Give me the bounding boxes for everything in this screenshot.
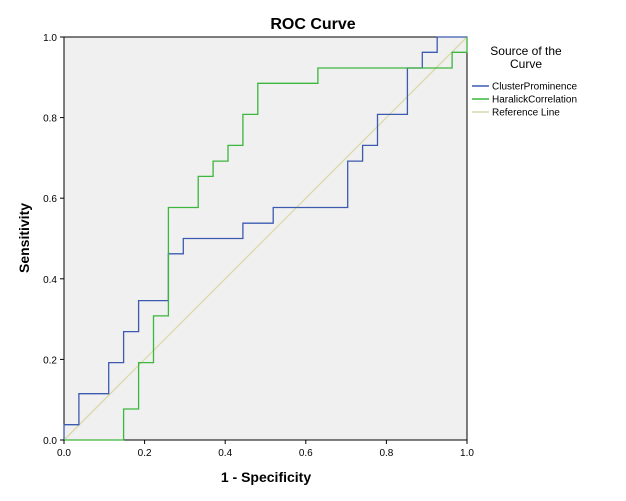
x-axis-label: 1 - Specificity (221, 469, 311, 485)
legend-label-haralickcorrelation: HaralickCorrelation (492, 95, 577, 106)
x-tick-label: 0.4 (218, 448, 232, 459)
x-tick-label: 0.6 (299, 448, 313, 459)
y-tick-label: 0.2 (43, 355, 57, 366)
x-tick-label: 1.0 (460, 448, 474, 459)
y-tick-label: 0.6 (43, 194, 57, 205)
chart-title: ROC Curve (270, 16, 355, 33)
series-line-haralickcorrelation (64, 37, 468, 441)
x-axis-ticks: 0.0 0.2 0.4 0.6 0.8 1.0 (57, 440, 474, 459)
legend-label-clusterprominence: ClusterProminence (492, 82, 577, 93)
y-tick-label: 0.0 (43, 436, 57, 447)
x-tick-label: 0.8 (379, 448, 393, 459)
y-tick-label: 1.0 (43, 33, 57, 44)
legend-title-line-1: Source of the (490, 44, 562, 58)
legend: Source of the Curve ClusterProminence Har… (472, 44, 577, 119)
legend-title-line-2: Curve (510, 57, 542, 71)
series-layer (63, 36, 468, 441)
y-tick-label: 0.8 (43, 114, 57, 125)
legend-label-reference-line: Reference Line (492, 108, 560, 119)
x-tick-label: 0.0 (57, 448, 71, 459)
y-axis-ticks: 0.0 0.2 0.4 0.6 0.8 1.0 (43, 33, 64, 447)
series-line-reference-line (63, 36, 468, 441)
x-tick-label: 0.2 (138, 448, 152, 459)
y-tick-label: 0.4 (43, 275, 57, 286)
y-axis-label: Sensitivity (16, 203, 32, 273)
